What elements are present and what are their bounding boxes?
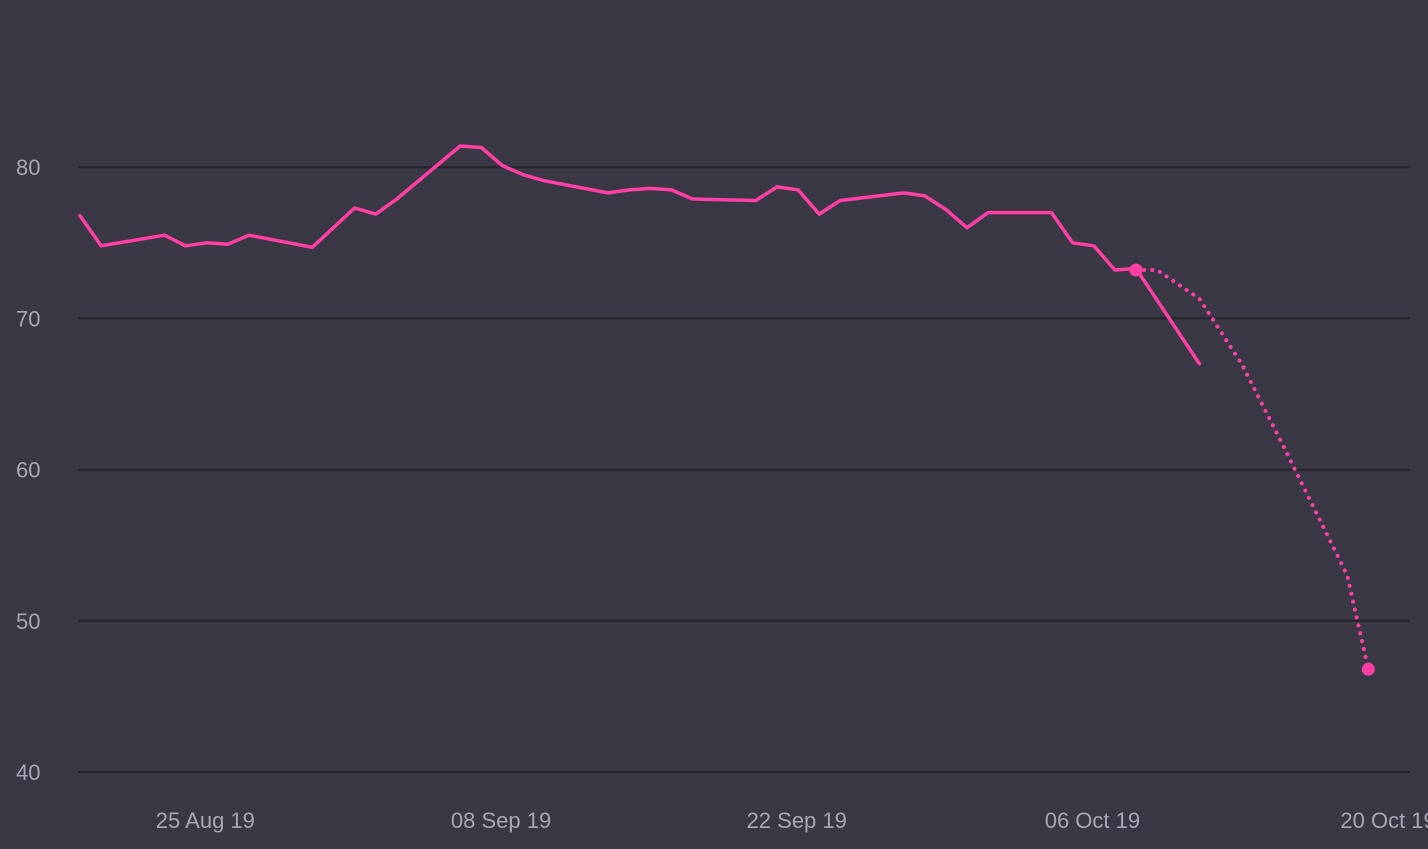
- y-tick-label: 70: [16, 306, 40, 331]
- x-axis-ticks: 25 Aug 19 08 Sep 19 22 Sep 19 06 Oct 19 20 O…: [156, 808, 1428, 833]
- point-marker: [1361, 662, 1375, 676]
- x-tick-label: 20 Oct 19: [1340, 808, 1428, 833]
- x-tick-label: 25 Aug 19: [156, 808, 255, 833]
- point-marker: [1129, 263, 1143, 277]
- y-axis-ticks: 40 50 60 70 80: [16, 155, 40, 785]
- series-line: [78, 144, 1202, 366]
- y-tick-label: 60: [16, 458, 40, 483]
- series-dotted: [1129, 263, 1375, 676]
- y-tick-label: 50: [16, 609, 40, 634]
- x-tick-label: 08 Sep 19: [451, 808, 551, 833]
- gridlines: [78, 166, 1410, 773]
- y-tick-label: 40: [16, 760, 40, 785]
- series-solid: [78, 144, 1202, 366]
- x-tick-label: 06 Oct 19: [1045, 808, 1140, 833]
- y-tick-label: 80: [16, 155, 40, 180]
- series-layer: [78, 144, 1375, 676]
- x-tick-label: 22 Sep 19: [747, 808, 847, 833]
